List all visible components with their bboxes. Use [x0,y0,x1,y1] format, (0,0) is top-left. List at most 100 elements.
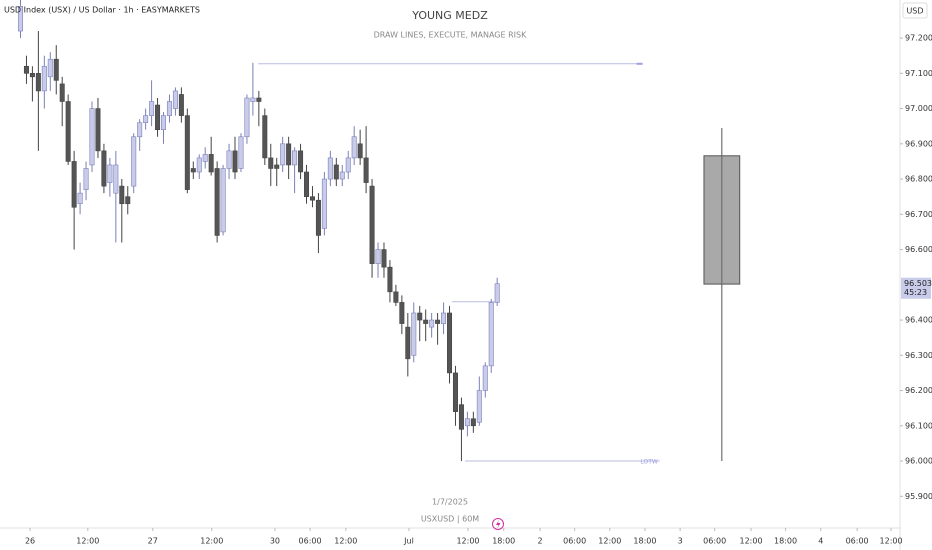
candle-body [339,171,345,180]
candle-body [59,83,65,102]
candle-body [71,161,77,208]
y-tick-label: 96.700 [905,210,932,219]
candle-body [172,90,178,109]
y-tick-label: 97.000 [905,104,932,113]
candle-body [286,143,292,166]
y-tick-label: 96.600 [905,245,932,254]
candle-body [47,58,53,78]
candle-body [405,326,411,360]
candle-body [65,101,71,162]
candle-body [357,143,363,159]
candle-body [321,178,327,229]
candle-body [435,319,441,324]
candle-body [280,143,286,166]
symbol-label: USD Index (USX) / US Dollar · 1h · EASYM… [4,6,200,15]
y-tick-label: 96.000 [905,457,932,466]
candle-body [190,168,196,173]
x-tick-label: 26 [25,537,35,546]
candle-body [29,73,35,78]
candle-body [35,73,41,92]
candle-body [304,171,310,197]
x-tick-label: 12:00 [598,537,621,546]
date-label: 1/7/2025 [432,498,468,507]
currency-label: USD [906,7,923,16]
candle-body [101,150,107,187]
candle-body [178,94,184,116]
candle-body [238,136,244,169]
candle-body [250,97,256,102]
x-tick-label: 27 [148,537,158,546]
candle-body [232,150,238,173]
candle-body [161,115,167,131]
x-tick-label: 06:00 [846,537,869,546]
candle-body [345,157,351,173]
candle-body [417,312,423,321]
footer: USXUSD | 60M [421,515,479,524]
candle-body [309,196,315,201]
candle-body [387,266,393,293]
candle-body [95,108,101,152]
candle-body [208,154,214,173]
candle-body [256,97,262,102]
x-tick-label: 12:00 [334,537,357,546]
candle-body [381,249,387,268]
level-label: LOTW [640,459,658,466]
candle-body [274,164,280,169]
candle-body [125,196,131,205]
x-tick-label: 18:00 [774,537,797,546]
candle-body [83,168,89,190]
chart-subtitle: DRAW LINES, EXECUTE, MANAGE RISK [374,31,527,40]
candle-body [137,122,143,138]
plot-area: LOTW [17,0,741,466]
x-tick-label: 30 [270,537,280,546]
candle-body [375,249,381,264]
candle-body [89,108,95,166]
candle-body [226,150,232,169]
y-tick-label: 96.400 [905,316,932,325]
y-tick-label: 96.800 [905,175,932,184]
candle-body [292,150,298,166]
candle-body [149,101,155,116]
candle-body [166,101,172,116]
chart-title: YOUNG MEDZ [411,9,488,22]
candle-body [452,372,458,412]
level-handle [636,62,643,65]
x-tick-label: 06:00 [563,537,586,546]
candle-body [244,97,250,138]
y-tick-label: 96.300 [905,351,932,360]
candle-body [298,150,304,173]
x-tick-label: 12:00 [456,537,479,546]
candle-body [458,404,464,430]
candle-body [476,390,482,423]
candle-body [107,164,113,183]
x-tick-label: 18:00 [492,537,515,546]
candle-body [429,319,435,328]
candle-body [268,157,274,169]
replay-icon[interactable] [492,518,504,530]
x-tick-label: 12:00 [880,537,903,546]
candle-body [441,312,447,324]
candle-body [423,319,429,324]
candle-body [196,157,202,173]
candle-body [202,154,208,162]
candle-body [113,164,119,194]
candle-body [470,418,476,427]
price-tag-label: 96.503 [904,279,932,288]
candle-body [351,136,357,159]
x-tick-label: Jul [403,537,414,546]
x-tick-label: 12:00 [76,537,99,546]
currency-box[interactable] [902,2,928,19]
candle-body [411,312,417,356]
x-tick-label: 06:00 [703,537,726,546]
price-tag [901,277,931,299]
candle-body [214,168,220,236]
y-tick-label: 95.900 [905,492,932,501]
candle-body [184,115,190,190]
x-tick-label: 18:00 [633,537,656,546]
candle-body [119,185,125,205]
candle-body [494,283,500,303]
x-tick-label: 06:00 [299,537,322,546]
x-tick-label: 12:00 [200,537,223,546]
x-tick-label: 12:00 [740,537,763,546]
